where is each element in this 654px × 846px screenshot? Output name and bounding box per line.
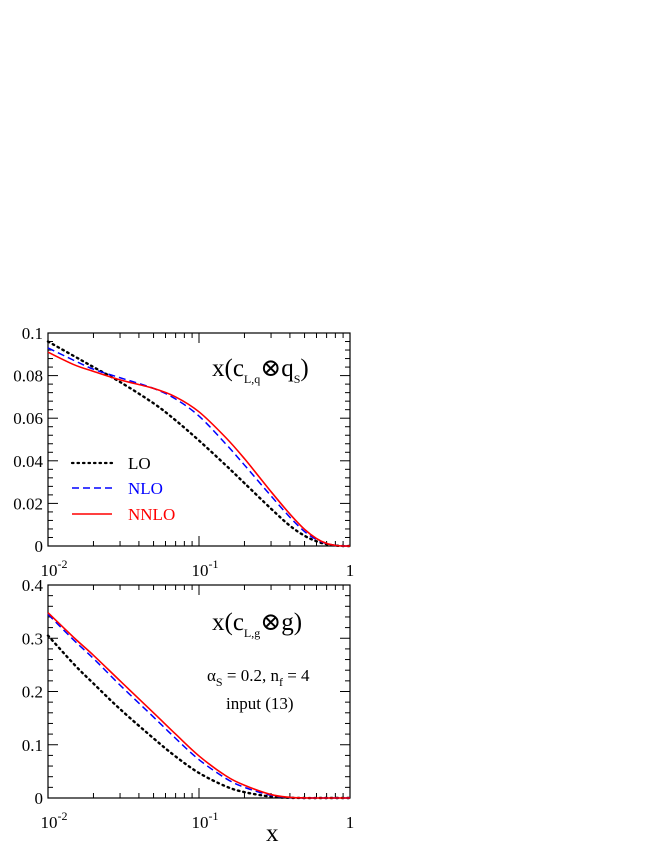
top-x-tick-labels: 10-2 10-1 1 bbox=[41, 557, 355, 580]
series-line-nnlo bbox=[47, 612, 351, 799]
y-tick-label: 0.1 bbox=[22, 736, 43, 755]
y-tick-label: 0.02 bbox=[13, 494, 43, 513]
bottom-panel: 0 0.1 0.2 0.3 0.4 x(cL,g⊗g) αS = 0.2, nf = 4… bbox=[22, 576, 355, 846]
x-tick-label: 1 bbox=[346, 561, 355, 580]
top-panel-label: x(cL,q⊗qS) bbox=[212, 355, 309, 386]
bottom-x-tick-labels: 10-2 10-1 1 bbox=[41, 809, 355, 832]
bottom-y-tick-labels: 0 0.1 0.2 0.3 0.4 bbox=[22, 576, 44, 808]
y-tick-label: 0 bbox=[35, 537, 44, 556]
top-y-tick-labels: 0 0.02 0.04 0.06 0.08 0.1 bbox=[13, 324, 43, 556]
bottom-series bbox=[46, 612, 352, 800]
y-tick-label: 0 bbox=[35, 789, 44, 808]
input-annotation: input (13) bbox=[226, 694, 294, 713]
bottom-panel-label: x(cL,g⊗g) bbox=[212, 609, 302, 640]
parameters-annotation: αS = 0.2, nf = 4 bbox=[207, 666, 310, 689]
top-panel: 0 0.02 0.04 0.06 0.08 0.1 x(cL,q⊗qS) LO NLO N… bbox=[13, 324, 354, 580]
x-tick-label: 1 bbox=[346, 813, 355, 832]
legend-label-nlo: NLO bbox=[128, 479, 163, 498]
bottom-plot-frame bbox=[47, 584, 351, 799]
y-tick-label: 0.4 bbox=[22, 576, 44, 595]
series-line-lo bbox=[46, 634, 352, 800]
top-series bbox=[46, 340, 352, 548]
y-tick-label: 0.1 bbox=[22, 324, 43, 343]
y-tick-label: 0.06 bbox=[13, 409, 43, 428]
x-tick-label: 10-2 bbox=[41, 809, 68, 832]
series-line-nlo bbox=[47, 347, 351, 547]
y-tick-label: 0.08 bbox=[13, 367, 43, 386]
bottom-ticks bbox=[47, 584, 350, 799]
x-tick-label: 10-1 bbox=[192, 809, 219, 832]
x-axis-label: x bbox=[266, 820, 279, 846]
series-line-nnlo bbox=[47, 351, 351, 547]
legend: LO NLO NNLO bbox=[70, 454, 175, 524]
y-tick-label: 0.3 bbox=[22, 629, 43, 648]
y-tick-label: 0.2 bbox=[22, 683, 43, 702]
legend-label-lo: LO bbox=[128, 454, 151, 473]
legend-label-nnlo: NNLO bbox=[128, 505, 175, 524]
x-tick-label: 10-2 bbox=[41, 557, 68, 580]
series-line-nlo bbox=[47, 613, 351, 799]
y-tick-label: 0.04 bbox=[13, 452, 43, 471]
x-tick-label: 10-1 bbox=[192, 557, 219, 580]
